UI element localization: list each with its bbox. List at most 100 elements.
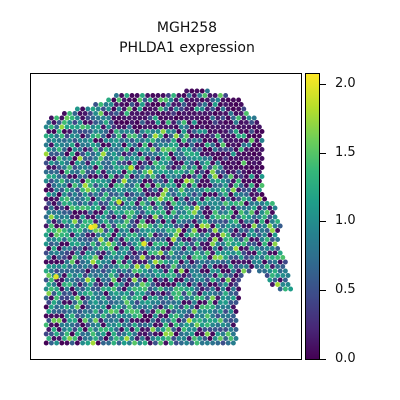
spot-point: [173, 241, 179, 247]
spot-point: [103, 183, 109, 188]
spot-point: [80, 322, 86, 328]
spot-point: [111, 133, 117, 139]
spot-point: [225, 160, 231, 166]
spot-point: [259, 255, 265, 260]
spot-point: [207, 138, 213, 143]
spot-point: [56, 228, 62, 233]
spot-point: [100, 205, 106, 211]
spot-point: [46, 291, 52, 296]
spot-point: [230, 178, 236, 184]
spot-point: [132, 214, 138, 220]
spot-point: [56, 327, 62, 332]
spot-point: [282, 268, 288, 274]
spot-point: [181, 273, 187, 278]
spot-point: [150, 300, 156, 305]
spot-point: [90, 304, 96, 310]
spot-point: [77, 111, 83, 116]
spot-point: [61, 183, 67, 188]
spot-point: [230, 322, 236, 328]
spot-point: [243, 201, 249, 206]
spot-point: [72, 129, 78, 134]
spot-point: [43, 340, 49, 346]
spot-point: [220, 133, 226, 139]
spot-point: [93, 291, 99, 296]
spot-point: [197, 129, 203, 134]
spot-point: [80, 259, 86, 265]
spot-point: [184, 241, 190, 247]
spot-point: [259, 129, 265, 134]
spot-point: [150, 219, 156, 224]
spot-point: [259, 201, 265, 206]
spot-point: [98, 120, 104, 125]
spot-point: [220, 205, 226, 211]
spot-point: [124, 219, 130, 224]
spot-point: [98, 138, 104, 143]
spot-point: [106, 205, 112, 211]
spot-point: [210, 160, 216, 166]
spot-point: [230, 205, 236, 211]
spot-point: [61, 156, 67, 161]
spot-point: [147, 151, 153, 157]
spot-point: [191, 237, 197, 242]
spot-point: [129, 327, 135, 332]
spot-point: [147, 178, 153, 184]
spot-point: [186, 228, 192, 233]
spot-point: [137, 196, 143, 202]
spot-point: [150, 192, 156, 197]
spot-point: [212, 246, 218, 251]
spot-point: [108, 228, 114, 233]
spot-point: [59, 133, 65, 139]
spot-point: [69, 178, 75, 184]
spot-point: [249, 138, 255, 143]
spot-point: [204, 331, 210, 337]
spot-point: [197, 309, 203, 314]
spot-point: [134, 111, 140, 116]
spot-point: [95, 250, 101, 256]
spot-point: [150, 318, 156, 323]
spot-point: [163, 313, 169, 319]
spot-point: [165, 183, 171, 188]
spot-point: [98, 318, 104, 323]
spot-point: [194, 313, 200, 319]
spot-point: [111, 232, 117, 238]
spot-point: [243, 156, 249, 161]
spot-point: [228, 318, 234, 323]
spot-point: [119, 120, 125, 125]
spot-point: [142, 286, 148, 292]
spot-point: [137, 340, 143, 346]
spot-point: [191, 219, 197, 224]
spot-point: [220, 124, 226, 130]
spot-point: [77, 165, 83, 170]
spot-point: [77, 291, 83, 296]
spot-point: [217, 336, 223, 341]
spot-point: [217, 291, 223, 296]
spot-point: [116, 223, 122, 229]
spot-point: [134, 273, 140, 278]
spot-point: [150, 201, 156, 206]
spot-point: [160, 102, 166, 107]
spot-point: [228, 192, 234, 197]
spot-point: [80, 286, 86, 292]
spot-point: [178, 277, 184, 283]
spot-point: [269, 219, 275, 224]
spot-point: [46, 327, 52, 332]
spot-point: [236, 295, 242, 301]
spot-point: [241, 142, 247, 148]
spot-point: [152, 169, 158, 175]
spot-point: [212, 264, 218, 269]
spot-point: [173, 115, 179, 121]
spot-point: [129, 264, 135, 269]
spot-point: [236, 205, 242, 211]
spot-point: [272, 214, 278, 220]
spot-point: [90, 340, 96, 346]
spot-point: [134, 210, 140, 215]
spot-point: [267, 214, 273, 220]
spot-point: [59, 304, 65, 310]
spot-point: [124, 327, 130, 332]
spot-point: [160, 111, 166, 116]
spot-point: [171, 174, 177, 179]
spot-point: [98, 183, 104, 188]
spot-point: [230, 295, 236, 301]
spot-point: [129, 228, 135, 233]
spot-point: [168, 304, 174, 310]
